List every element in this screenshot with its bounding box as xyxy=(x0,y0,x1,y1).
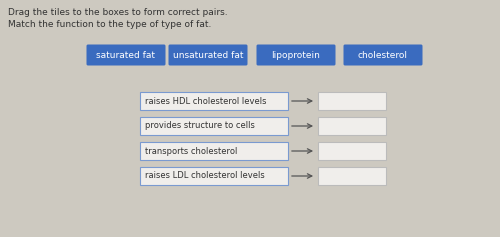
FancyBboxPatch shape xyxy=(140,92,288,110)
Text: lipoprotein: lipoprotein xyxy=(272,50,320,59)
FancyBboxPatch shape xyxy=(140,167,288,185)
Text: saturated fat: saturated fat xyxy=(96,50,156,59)
FancyBboxPatch shape xyxy=(256,45,336,65)
Text: cholesterol: cholesterol xyxy=(358,50,408,59)
Text: provides structure to cells: provides structure to cells xyxy=(145,122,255,131)
Text: raises HDL cholesterol levels: raises HDL cholesterol levels xyxy=(145,96,266,105)
FancyBboxPatch shape xyxy=(318,142,386,160)
FancyBboxPatch shape xyxy=(140,117,288,135)
FancyBboxPatch shape xyxy=(140,142,288,160)
Text: unsaturated fat: unsaturated fat xyxy=(173,50,243,59)
FancyBboxPatch shape xyxy=(168,45,248,65)
FancyBboxPatch shape xyxy=(318,167,386,185)
FancyBboxPatch shape xyxy=(318,92,386,110)
FancyBboxPatch shape xyxy=(318,117,386,135)
Text: transports cholesterol: transports cholesterol xyxy=(145,146,238,155)
Text: Match the function to the type of type of fat.: Match the function to the type of type o… xyxy=(8,20,212,29)
FancyBboxPatch shape xyxy=(344,45,422,65)
Text: raises LDL cholesterol levels: raises LDL cholesterol levels xyxy=(145,172,265,181)
FancyBboxPatch shape xyxy=(86,45,166,65)
Text: Drag the tiles to the boxes to form correct pairs.: Drag the tiles to the boxes to form corr… xyxy=(8,8,228,17)
